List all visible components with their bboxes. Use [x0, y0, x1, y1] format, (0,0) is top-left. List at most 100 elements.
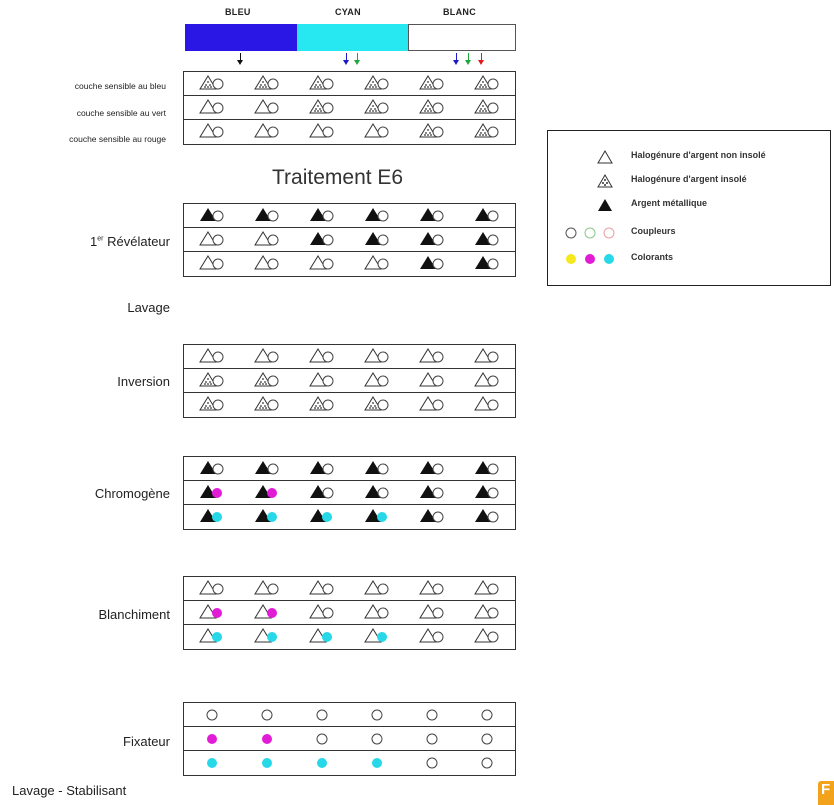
- layer-row: [184, 727, 515, 751]
- revelateur-sup: er: [97, 235, 104, 243]
- grain-symbol: [254, 75, 279, 90]
- grain-symbol: [419, 372, 444, 387]
- white-band: [408, 24, 516, 51]
- grain-symbol: [309, 123, 334, 138]
- grain-symbol: [200, 485, 222, 498]
- grain-symbol: [371, 709, 383, 721]
- grain-symbol: [364, 580, 389, 595]
- grain-symbol: [262, 758, 272, 768]
- grain-symbol: [419, 580, 444, 595]
- grain-symbol: [254, 123, 279, 138]
- legend-text-unexposed: Halogénure d'argent non insolé: [631, 150, 766, 160]
- grain-symbol: [419, 396, 444, 411]
- grain-symbol: [206, 709, 218, 721]
- revelateur-text: Révélateur: [103, 234, 170, 249]
- grain-symbol: [254, 580, 279, 595]
- dye-dots-icon: [566, 254, 614, 264]
- legend-text-exposed: Halogénure d'argent insolé: [631, 174, 747, 184]
- grain-symbol: [317, 758, 327, 768]
- grain-symbol: [199, 255, 224, 270]
- grain-symbol: [254, 99, 279, 114]
- grain-symbol: [475, 232, 499, 246]
- grain-symbol: [309, 75, 334, 90]
- red-light-arrow-icon: [478, 53, 484, 65]
- legend-row-exposed: Halogénure d'argent insolé: [548, 171, 830, 191]
- layer-row: [184, 96, 515, 120]
- grain-symbol: [207, 734, 217, 744]
- step-label-revelateur: 1er Révélateur: [90, 234, 170, 249]
- grain-symbol: [371, 733, 383, 745]
- step-label-chromogene: Chromogène: [94, 486, 170, 501]
- grain-symbol: [255, 485, 277, 498]
- grain-symbol: [199, 372, 224, 387]
- corner-logo-icon: F: [818, 781, 834, 805]
- grain-symbol: [200, 509, 222, 522]
- grain-symbol: [309, 396, 334, 411]
- legend: Halogénure d'argent non insolé Halogénur…: [547, 130, 831, 286]
- grain-symbol: [199, 604, 222, 619]
- outline-triangle-icon: [597, 150, 613, 164]
- cyan-label: CYAN: [335, 7, 361, 17]
- layer-row: [184, 703, 515, 727]
- grain-symbol: [474, 372, 499, 387]
- revelateur-number: 1: [90, 234, 98, 249]
- grain-symbol: [474, 348, 499, 363]
- grain-symbol: [365, 509, 387, 522]
- grain-symbol: [310, 485, 334, 499]
- grain-symbol: [255, 509, 277, 522]
- layer-row: [184, 204, 515, 228]
- page-title: Traitement E6: [272, 166, 404, 189]
- grain-symbol: [475, 509, 499, 523]
- step-label-lavage: Lavage: [127, 300, 170, 315]
- layer-row: [184, 228, 515, 252]
- grain-symbol: [316, 709, 328, 721]
- grain-symbol: [474, 99, 499, 114]
- coupler-circles-icon: [565, 227, 615, 239]
- grain-symbol: [262, 734, 272, 744]
- legend-row-silver: Argent métallique: [548, 195, 830, 215]
- grain-symbol: [254, 604, 277, 619]
- grain-symbol: [475, 485, 499, 499]
- grain-symbol: [474, 396, 499, 411]
- grain-symbol: [199, 396, 224, 411]
- grain-symbol: [254, 396, 279, 411]
- grain-symbol: [254, 231, 279, 246]
- grain-symbol: [309, 255, 334, 270]
- grain-symbol: [364, 99, 389, 114]
- blue-light-arrow-icon: [343, 53, 349, 65]
- grid-fixateur: [183, 702, 516, 776]
- grain-symbol: [481, 757, 493, 769]
- blue-band: [185, 24, 297, 51]
- grain-symbol: [426, 709, 438, 721]
- step-label-lavage-stabilisant: Lavage - Stabilisant: [12, 783, 127, 798]
- grain-symbol: [364, 628, 387, 643]
- grain-symbol: [419, 123, 444, 138]
- grain-symbol: [199, 580, 224, 595]
- grain-symbol: [309, 372, 334, 387]
- layer-row: [184, 120, 515, 144]
- grain-symbol: [474, 580, 499, 595]
- grain-symbol: [426, 733, 438, 745]
- grid-chromogene: [183, 456, 516, 530]
- grain-symbol: [364, 604, 389, 619]
- layer-row: [184, 577, 515, 601]
- grain-symbol: [474, 628, 499, 643]
- grain-symbol: [199, 231, 224, 246]
- layer-row: [184, 625, 515, 649]
- step-label-inversion: Inversion: [117, 374, 170, 389]
- layer-label-blue: couche sensible au bleu: [74, 81, 166, 91]
- grain-symbol: [364, 396, 389, 411]
- grain-symbol: [420, 208, 444, 222]
- grain-symbol: [200, 208, 224, 222]
- legend-row-couplers: Coupleurs: [548, 223, 830, 243]
- grain-symbol: [255, 208, 279, 222]
- layer-row: [184, 252, 515, 276]
- exposed-triangle-icon: [597, 174, 613, 188]
- grain-symbol: [420, 256, 444, 270]
- grain-symbol: [474, 75, 499, 90]
- grid-blanchiment: [183, 576, 516, 650]
- grain-symbol: [420, 461, 444, 475]
- grain-symbol: [426, 757, 438, 769]
- bleu-label: BLEU: [225, 7, 251, 17]
- legend-row-dyes: Colorants: [548, 249, 830, 269]
